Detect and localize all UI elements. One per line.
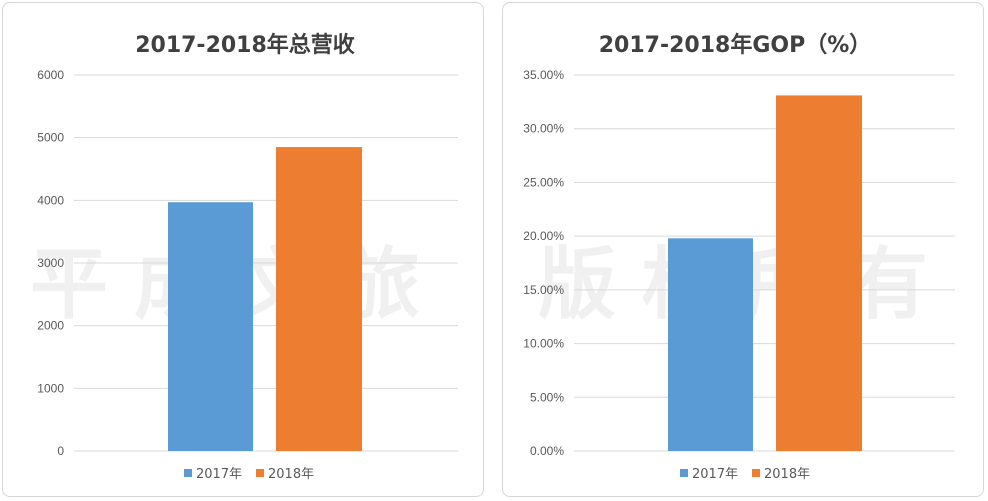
y-tick-label-0-0: 0 [57, 444, 64, 458]
y-tick-label-0-3: 3000 [37, 256, 64, 270]
y-tick-label-1-4: 20.00% [523, 229, 564, 243]
legend-label-1-1: 2018年 [764, 467, 810, 482]
bar-1-2017年 [668, 238, 753, 451]
y-tick-label-0-2: 2000 [37, 319, 64, 333]
y-tick-label-1-0: 0.00% [530, 444, 564, 458]
legend-swatch-1-0 [680, 469, 688, 477]
y-tick-label-1-6: 30.00% [523, 122, 564, 136]
y-tick-label-0-4: 4000 [37, 193, 64, 207]
y-tick-label-0-1: 1000 [37, 381, 64, 395]
y-tick-label-0-6: 6000 [37, 68, 64, 82]
y-tick-label-1-7: 35.00% [523, 68, 564, 82]
bar-0-2017年 [168, 202, 253, 451]
legend-label-0-0: 2017年 [196, 467, 242, 482]
y-tick-label-1-1: 5.00% [530, 390, 564, 404]
legend-label-1-0: 2017年 [692, 467, 738, 482]
chart-title-1: 2017-2018年GOP（%） [599, 32, 872, 58]
legend-swatch-1-1 [752, 469, 760, 477]
legend-swatch-0-1 [256, 469, 264, 477]
bar-0-2018年 [276, 147, 362, 452]
y-tick-label-1-2: 10.00% [523, 337, 564, 351]
y-tick-label-1-3: 15.00% [523, 283, 564, 297]
bar-1-2018年 [776, 95, 862, 451]
chart-title-0: 2017-2018年总营收 [135, 32, 355, 58]
legend-swatch-0-0 [184, 469, 192, 477]
y-tick-label-0-5: 5000 [37, 131, 64, 145]
y-tick-label-1-5: 25.00% [523, 175, 564, 189]
legend-label-0-1: 2018年 [268, 467, 314, 482]
